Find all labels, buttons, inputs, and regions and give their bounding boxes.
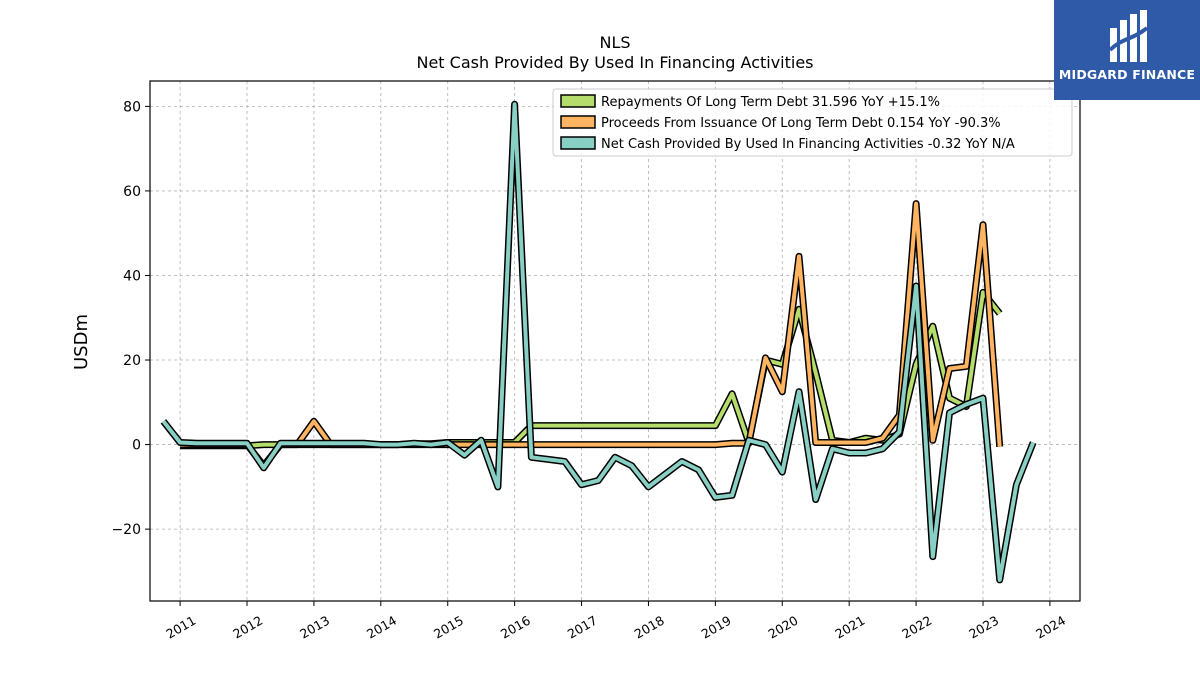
x-tick-label: 2011 — [163, 613, 198, 642]
y-tick-label: 40 — [123, 268, 141, 284]
series-line-3 — [161, 102, 1036, 582]
chart-title: NLS — [599, 33, 630, 52]
chart-subtitle: Net Cash Provided By Used In Financing A… — [416, 53, 813, 72]
x-tick-label: 2020 — [765, 613, 800, 642]
legend-entry: Proceeds From Issuance Of Long Term Debt… — [601, 116, 1001, 131]
legend-swatch — [560, 94, 596, 108]
x-tick-label: 2016 — [498, 613, 533, 642]
plot-frame — [149, 80, 1081, 602]
series-line-2 — [180, 201, 1002, 468]
legend-swatch — [560, 115, 596, 129]
x-tick-label: 2013 — [297, 613, 332, 642]
y-tick-label: 80 — [123, 99, 141, 115]
legend-entry: Repayments Of Long Term Debt 31.596 YoY … — [601, 95, 940, 110]
series-outline-1 — [180, 288, 1003, 450]
grid-lines — [150, 81, 1080, 601]
legend: Repayments Of Long Term Debt 31.596 YoY … — [552, 88, 1073, 157]
brand-logo: MIDGARD FINANCE — [1054, 0, 1200, 100]
legend-box — [552, 88, 1073, 157]
x-tick-label: 2021 — [832, 613, 867, 642]
x-tick-label: 2019 — [699, 613, 734, 642]
x-tick-label: 2015 — [431, 613, 466, 642]
x-tick-label: 2024 — [1033, 613, 1068, 642]
y-axis-label: USDm — [71, 314, 92, 370]
y-tick-label: −20 — [111, 522, 141, 538]
y-tick-label: 20 — [123, 353, 141, 369]
x-tick-label: 2017 — [565, 613, 600, 642]
midgard-logo-icon — [1108, 10, 1149, 62]
x-tick-label: 2018 — [632, 613, 667, 642]
x-tick-label: 2014 — [364, 613, 399, 642]
x-tick-label: 2012 — [230, 613, 265, 642]
legend-entry: Net Cash Provided By Used In Financing A… — [601, 137, 1015, 152]
series-layer — [160, 100, 1037, 584]
x-tick-label: 2023 — [966, 613, 1001, 642]
legend-swatch — [560, 136, 596, 150]
x-tick-label: 2022 — [899, 613, 934, 642]
brand-name: MIDGARD FINANCE — [1058, 67, 1196, 82]
y-tick-label: 60 — [123, 184, 141, 200]
y-tick-label: 0 — [132, 438, 141, 454]
